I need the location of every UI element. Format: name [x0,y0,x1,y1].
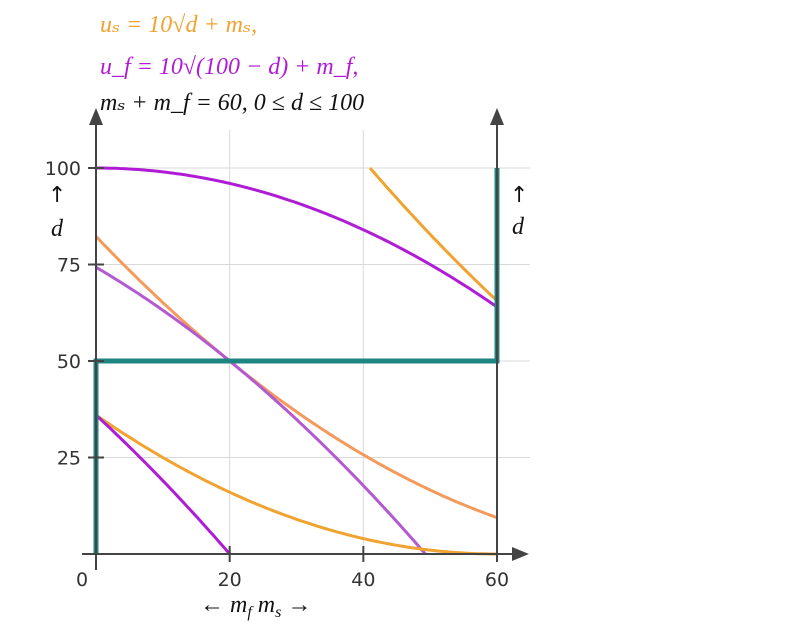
constraint-equation: mₛ + m_f = 60, 0 ≤ d ≤ 100 [100,88,364,117]
y-axis-left-arrow-icon [89,108,103,125]
y-tick-label: 25 [57,448,81,470]
constraint-equation-text: mₛ + m_f = 60, 0 ≤ d ≤ 100 [100,90,365,116]
seller-equation-text: uₛ = 10√d + mₛ, [100,12,258,38]
x-axis-arrow-icon [512,547,529,561]
y-axis-right-up-arrow: ↑ [510,183,528,208]
y-axis-right-arrow-icon [490,108,504,125]
indifference-curve [96,166,498,309]
y-tick-label: 50 [57,351,81,373]
x-tick-label: 60 [485,569,509,591]
indifference-curve [95,266,427,555]
farmer-utility-equation: u_f = 10√(100 − d) + m_f, [100,54,358,81]
seller-utility-equation: uₛ = 10√d + mₛ, [100,10,257,39]
indifference-curve [94,413,231,555]
gridlines [96,130,530,554]
indifference-curve [95,413,497,556]
indifference-curve [94,235,498,520]
x-tick-label: 20 [218,569,242,591]
y-tick-label: 75 [57,255,81,277]
y-axis-left-label: d [51,216,64,242]
x-tick-label: 0 [76,569,88,591]
y-axis-right-label: d [512,214,525,240]
x-axis-label: ← mf ms → [200,592,311,621]
indifference-curve [368,167,499,302]
tick-labels: 0 20 40 60 25 50 75 100 [45,158,509,591]
farmer-equation-text: u_f = 10√(100 − d) + m_f, [100,54,359,80]
curves [93,166,500,556]
y-tick-label: 100 [45,158,81,180]
y-axis-left-up-arrow: ↑ [48,183,66,208]
axes [82,108,529,568]
contract-curve [93,168,500,554]
x-tick-label: 40 [351,569,375,591]
